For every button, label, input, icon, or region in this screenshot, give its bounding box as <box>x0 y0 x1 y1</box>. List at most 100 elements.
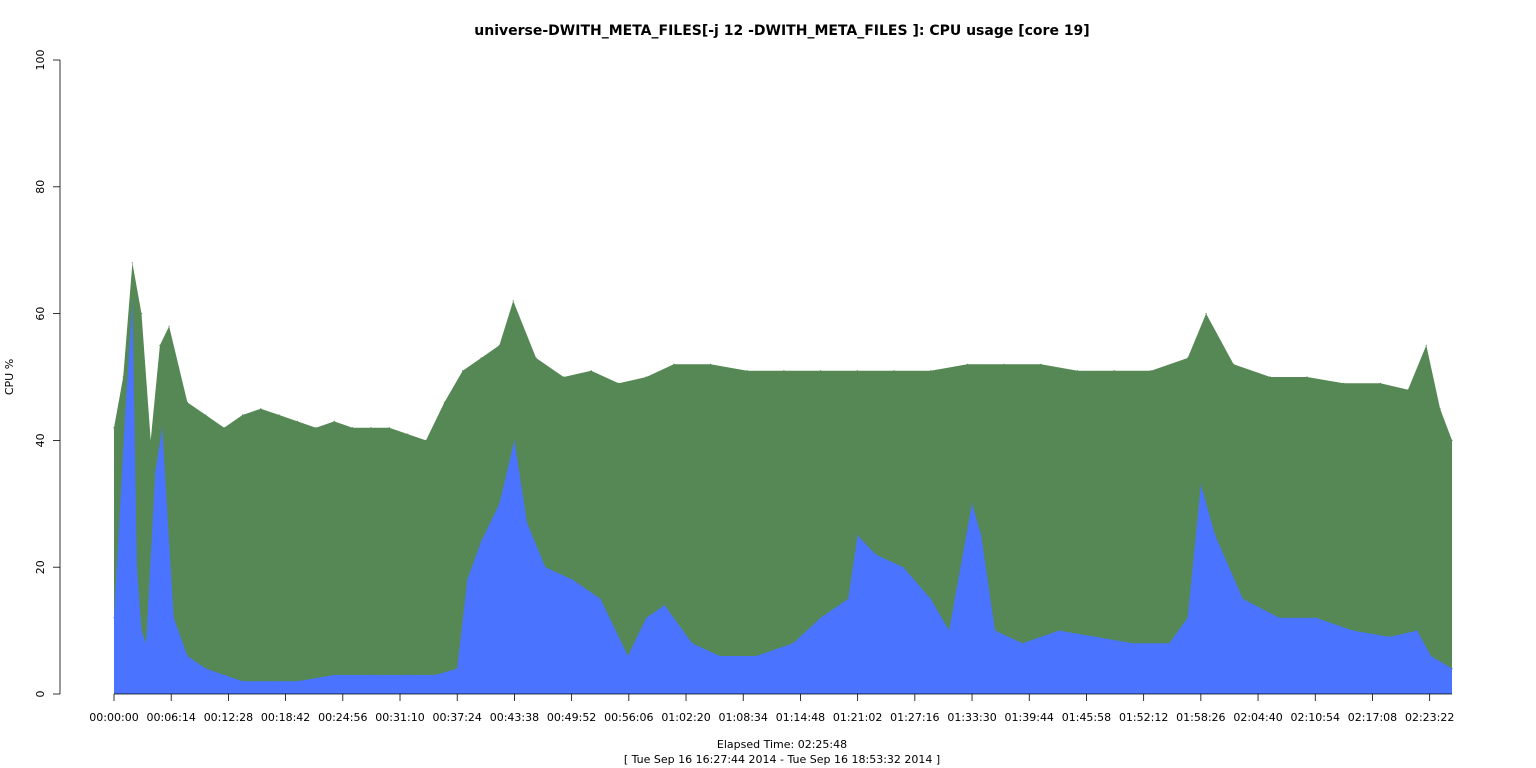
data-point-total <box>1187 357 1189 359</box>
data-point-user <box>513 439 516 441</box>
data-point-user <box>971 503 973 505</box>
data-point-total <box>223 427 225 429</box>
data-point-total <box>1425 344 1427 346</box>
data-point-total <box>159 344 161 346</box>
data-point-user <box>466 579 468 581</box>
data-point-user <box>407 674 409 676</box>
data-point-total <box>278 414 280 416</box>
data-point-user <box>145 642 147 644</box>
x-tick-label: 00:00:00 <box>89 711 138 724</box>
x-tick-label: 02:17:08 <box>1348 711 1397 724</box>
data-point-total <box>407 433 409 435</box>
data-point-user <box>278 680 280 682</box>
data-point-total <box>893 370 895 372</box>
data-point-total <box>645 376 647 378</box>
data-point-user <box>1451 668 1453 670</box>
data-point-user <box>140 630 143 632</box>
data-point-user <box>161 427 163 429</box>
data-point-user <box>136 566 138 568</box>
data-point-user <box>1168 642 1170 644</box>
data-point-user <box>480 541 482 543</box>
data-point-total <box>930 370 932 372</box>
data-point-total <box>783 370 785 372</box>
x-tick-label: 02:10:54 <box>1291 711 1340 724</box>
data-point-total <box>1379 382 1381 384</box>
data-point-total <box>1343 382 1345 384</box>
data-point-user <box>113 617 115 619</box>
data-point-user <box>498 503 500 505</box>
data-point-user <box>544 566 546 568</box>
data-point-total <box>186 401 188 403</box>
data-point-total <box>1269 376 1271 378</box>
data-point-total <box>296 420 299 422</box>
data-point-total <box>1003 363 1005 365</box>
data-point-user <box>847 598 849 600</box>
data-point-user <box>370 674 372 676</box>
y-tick-label: 40 <box>34 433 47 447</box>
data-point-user <box>260 680 262 682</box>
x-axis-sublabel: [ Tue Sep 16 16:27:44 2014 - Tue Sep 16 … <box>624 753 940 766</box>
data-point-user <box>645 617 647 619</box>
data-point-user <box>1352 630 1354 632</box>
data-point-user <box>719 655 721 657</box>
data-point-total <box>1451 439 1453 441</box>
data-point-total <box>150 439 152 441</box>
data-point-user <box>1058 630 1060 632</box>
data-point-total <box>370 427 372 429</box>
data-point-user <box>205 668 207 670</box>
data-point-user <box>664 604 666 606</box>
y-axis-label: CPU % <box>3 359 16 395</box>
x-axis: 00:00:00 00:06:14 00:12:28 00:18:42 00:24:56… <box>89 693 1454 724</box>
data-point-total <box>498 344 500 346</box>
y-tick-label: 60 <box>34 307 47 321</box>
data-point-total <box>966 363 969 365</box>
data-point-total <box>168 325 170 327</box>
data-point-total <box>1407 389 1409 391</box>
data-point-total <box>443 401 445 403</box>
data-point-user <box>223 674 225 676</box>
data-point-total <box>1113 370 1115 372</box>
y-tick-label: 100 <box>34 50 47 71</box>
data-point-user <box>118 534 120 537</box>
data-point-total <box>425 439 427 441</box>
data-point-total <box>1439 408 1441 410</box>
data-point-total <box>563 376 565 378</box>
x-tick-label: 01:33:30 <box>947 711 996 724</box>
data-point-total <box>1306 376 1308 378</box>
x-tick-label: 00:06:14 <box>146 711 195 724</box>
data-point-user <box>1242 598 1244 600</box>
data-point-total <box>205 414 207 416</box>
x-tick-label: 01:39:44 <box>1005 711 1054 724</box>
x-axis-label: Elapsed Time: 02:25:48 <box>717 738 847 751</box>
data-point-total <box>1150 370 1152 372</box>
data-point-total <box>856 370 858 372</box>
data-point-user <box>1214 534 1216 537</box>
x-tick-label: 01:45:58 <box>1062 711 1111 724</box>
data-point-user <box>124 408 127 410</box>
data-point-user <box>572 579 574 581</box>
data-point-user <box>186 655 188 657</box>
data-point-user <box>1278 617 1281 619</box>
x-tick-label: 00:24:56 <box>318 711 367 724</box>
data-point-user <box>980 534 982 537</box>
data-point-user <box>1416 630 1418 632</box>
data-point-total <box>388 427 390 429</box>
data-point-user <box>691 642 693 644</box>
data-point-total <box>820 370 822 372</box>
data-point-total <box>512 300 514 302</box>
data-point-total <box>673 363 675 365</box>
data-point-total <box>480 357 482 359</box>
data-point-total <box>462 370 464 372</box>
x-tick-label: 02:23:22 <box>1405 711 1454 724</box>
data-point-user <box>173 617 175 619</box>
data-point-user <box>333 674 335 676</box>
data-point-total <box>618 382 620 384</box>
data-point-user <box>1187 617 1189 619</box>
data-point-user <box>241 680 244 682</box>
data-point-user <box>792 642 794 644</box>
x-tick-label: 01:21:02 <box>833 711 882 724</box>
x-tick-label: 01:02:20 <box>661 711 710 724</box>
data-point-total <box>746 370 748 372</box>
x-tick-label: 01:08:34 <box>719 711 768 724</box>
data-point-total <box>122 376 124 378</box>
